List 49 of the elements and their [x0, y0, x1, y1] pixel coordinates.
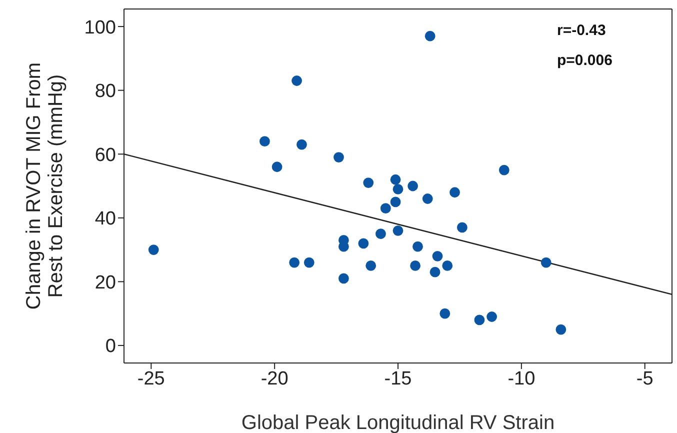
point — [392, 225, 404, 236]
annotation: p=0.006 — [557, 52, 612, 69]
point — [292, 76, 302, 86]
point — [474, 314, 485, 326]
point — [289, 257, 300, 268]
point — [296, 139, 307, 150]
point — [380, 203, 391, 214]
point — [366, 260, 376, 271]
point — [410, 260, 420, 271]
point — [412, 241, 423, 252]
y-tick-label: 80 — [94, 81, 116, 102]
y-tick-label: 100 — [84, 17, 116, 38]
point — [424, 30, 436, 42]
point — [432, 250, 443, 262]
point — [408, 180, 418, 192]
point — [392, 184, 404, 194]
point — [556, 324, 566, 335]
point — [358, 238, 369, 249]
point — [338, 273, 349, 284]
point — [334, 152, 344, 162]
x-tick-label: -15 — [384, 368, 412, 390]
point — [540, 257, 552, 268]
point — [430, 266, 440, 278]
x-tick-label: -10 — [508, 368, 536, 390]
y-tick-label: 20 — [94, 272, 116, 294]
point — [363, 178, 374, 188]
point — [498, 164, 510, 176]
x-axis-title: Global Peak Longitudinal RV Strain — [241, 412, 555, 433]
y-tick-label: 0 — [105, 336, 116, 358]
point — [376, 228, 386, 240]
y-tick-label: 40 — [94, 208, 116, 230]
point — [456, 222, 468, 233]
point — [442, 260, 453, 271]
annotation: r=-0.43 — [557, 22, 606, 39]
x-tick-label: -5 — [636, 368, 654, 390]
point — [304, 257, 314, 268]
point — [260, 136, 270, 147]
point — [148, 244, 159, 255]
x-tick-label: -25 — [137, 368, 165, 390]
point — [272, 162, 282, 172]
x-tick-label: -20 — [260, 368, 288, 390]
point — [450, 187, 460, 198]
y-axis-title: Change in RVOT MIG From Rest to Exercise (mmHg) — [23, 62, 67, 310]
point — [440, 308, 450, 319]
point — [422, 194, 433, 204]
point — [390, 174, 401, 185]
y-tick-label: 60 — [94, 144, 116, 166]
point — [390, 196, 401, 208]
point — [486, 312, 497, 322]
